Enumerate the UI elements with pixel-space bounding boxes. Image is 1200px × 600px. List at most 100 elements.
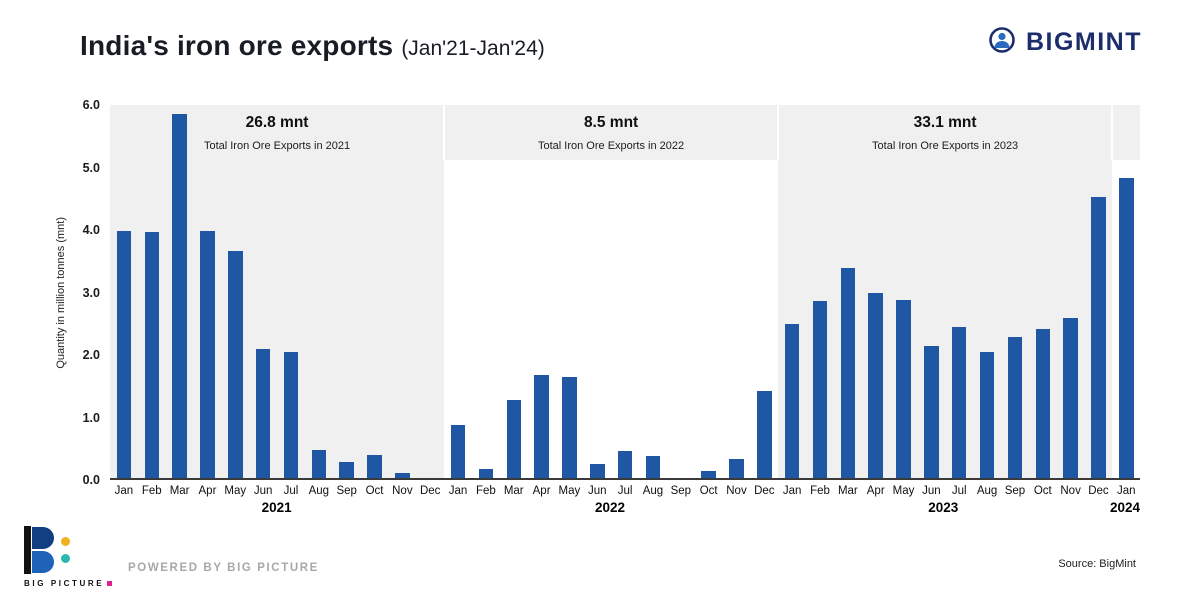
x-tick-label: Jul: [283, 485, 299, 497]
chart-title-block: India's iron ore exports (Jan'21-Jan'24): [80, 30, 545, 62]
x-tick-label: Jun: [587, 485, 607, 497]
x-tick-label: Mar: [169, 485, 190, 497]
bar-2022-Mar: [506, 400, 521, 478]
footer: BIG PICTURE POWERED BY BIG PICTURE Sourc…: [0, 510, 1200, 600]
bar-2022-Jul: [617, 451, 633, 478]
bar-2022-May: [562, 377, 577, 478]
bar-2021-Sep: [339, 462, 354, 478]
bar-slot: [806, 105, 834, 478]
source-text: Source: BigMint: [1058, 558, 1136, 570]
x-tick-label: Jul: [951, 485, 967, 497]
page-title: India's iron ore exports: [80, 30, 394, 61]
bar-slot: [1057, 105, 1085, 478]
bar-slot: [528, 105, 556, 478]
bar-2021-Oct: [367, 455, 382, 478]
plot-column: 26.8 mnt Total Iron Ore Exports in 2021 8.…: [110, 105, 1140, 515]
bar-slot: [945, 105, 973, 478]
plot-area: 26.8 mnt Total Iron Ore Exports in 2021 8.…: [110, 105, 1140, 480]
bar-2021-Aug: [311, 450, 327, 478]
bar-2023-Mar: [840, 267, 856, 478]
bar-slot: [138, 105, 166, 478]
bar-2022-Jun: [590, 464, 605, 478]
y-tick-label: 0.0: [82, 473, 100, 487]
bar-2022-Oct: [701, 470, 716, 478]
x-tick-label: Mar: [837, 485, 858, 497]
bigmint-icon: [989, 27, 1015, 53]
x-tick-label: Jan: [1117, 485, 1136, 497]
x-tick-label: Jun: [253, 485, 273, 497]
region-divider: [443, 105, 446, 160]
bars-row: [110, 105, 1140, 478]
bar-slot: [333, 105, 361, 478]
powered-by-text: POWERED BY BIG PICTURE: [128, 562, 319, 574]
annotation-2023: 33.1 mnt Total Iron Ore Exports in 2023: [778, 114, 1112, 152]
bar-slot: [583, 105, 611, 478]
annotation-value: 26.8 mnt: [245, 114, 309, 131]
bar-2023-Oct: [1035, 328, 1050, 478]
x-tick-label: Feb: [810, 485, 830, 497]
bar-slot: [277, 105, 305, 478]
annotation-2021: 26.8 mnt Total Iron Ore Exports in 2021: [110, 114, 444, 152]
bar-2021-Feb: [144, 232, 159, 478]
year-band-2023: [778, 105, 1113, 478]
bar-slot: [1029, 105, 1057, 478]
y-axis: 0.0 1.0 2.0 3.0 4.0 5.0 6.0: [70, 98, 108, 487]
bar-slot: [639, 105, 667, 478]
bar-slot: [305, 105, 333, 478]
x-tick-label: Mar: [503, 485, 524, 497]
header: India's iron ore exports (Jan'21-Jan'24)…: [80, 27, 1142, 62]
x-tick-label: May: [558, 485, 581, 497]
y-axis-title: Quantity in million tonnes (mnt): [52, 105, 70, 480]
bar-slot: [1001, 105, 1029, 478]
bar-2022-Feb: [478, 468, 494, 478]
x-tick-label: Apr: [532, 485, 551, 497]
year-labels: 2021 2022 2023 2024: [110, 500, 1140, 515]
bar-2024-Jan: [1119, 177, 1134, 478]
x-tick-label: Apr: [198, 485, 217, 497]
bar-2022-Apr: [534, 375, 549, 478]
bar-slot: [416, 105, 444, 478]
bar-slot: [194, 105, 222, 478]
y-tick-label: 1.0: [82, 410, 100, 425]
month-labels: Jan Feb Mar Apr May Jun Jul Aug Sep Oct Nov Dec Jan F…: [110, 485, 1140, 497]
x-tick-label: Dec: [419, 485, 441, 497]
annotation-label: Total Iron Ore Exports in 2023: [872, 140, 1019, 152]
bar-2023-Aug: [979, 351, 995, 478]
x-tick-label: Jan: [114, 485, 134, 497]
bar-slot: [917, 105, 945, 478]
x-tick-label: Oct: [699, 485, 718, 497]
big-picture-mark-icon: [24, 526, 116, 574]
bar-2021-Jul: [283, 351, 299, 478]
bar-slot: [667, 105, 695, 478]
x-tick-label: Aug: [308, 485, 330, 497]
bar-slot: [388, 105, 416, 478]
bar-2022-Nov: [729, 459, 744, 478]
y-tick-label: 4.0: [82, 223, 100, 237]
year-label-2022: 2022: [594, 500, 625, 515]
bar-slot: [834, 105, 862, 478]
bar-2022-Jan: [450, 425, 466, 478]
bar-slot: [695, 105, 723, 478]
big-picture-logo: BIG PICTURE: [24, 526, 116, 588]
bar-slot: [472, 105, 500, 478]
bigmint-wordmark: BIGMINT: [1025, 27, 1142, 56]
x-tick-label: Feb: [141, 485, 162, 497]
bar-2022-Aug: [645, 456, 661, 478]
bar-slot: [778, 105, 806, 478]
annotation-strip: [110, 105, 1140, 160]
y-axis-title-text: Quantity in million tonnes (mnt): [55, 216, 67, 369]
bar-slot: [110, 105, 138, 478]
annotation-value: 8.5 mnt: [583, 114, 639, 131]
bar-slot: [1085, 105, 1113, 478]
x-tick-label: Jan: [448, 485, 468, 497]
year-label-2021: 2021: [261, 500, 292, 515]
x-tick-label: Aug: [976, 485, 998, 497]
bar-slot: [221, 105, 249, 478]
bar-2021-Jan: [116, 231, 132, 478]
bar-2023-Jul: [952, 326, 967, 478]
bar-slot: [611, 105, 639, 478]
bar-slot: [500, 105, 528, 478]
bar-2021-Jun: [255, 348, 271, 478]
annotation-label: Total Iron Ore Exports in 2022: [538, 140, 685, 152]
